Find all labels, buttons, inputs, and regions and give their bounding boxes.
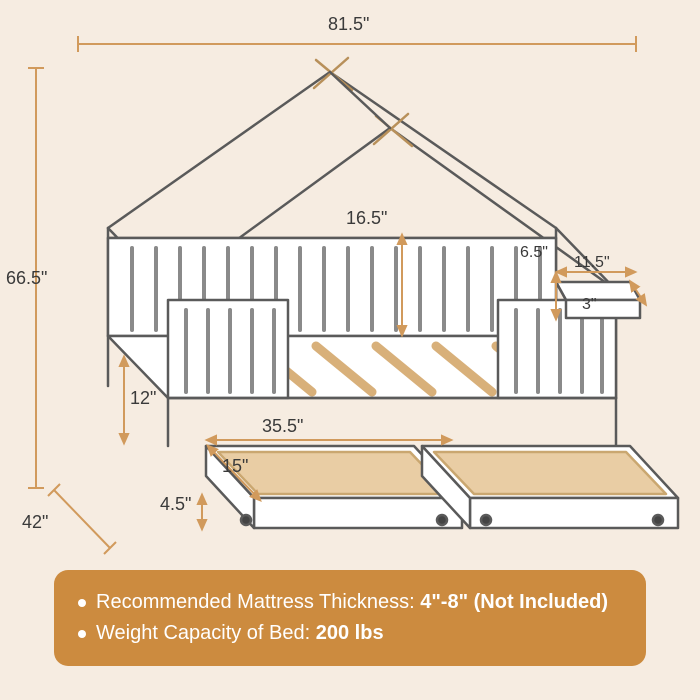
info1-label: Recommended Mattress Thickness: [96, 591, 420, 613]
dim-drawer-d: 15" [222, 456, 248, 477]
dim-slat-floor: 12" [130, 388, 156, 409]
info2-label: Weight Capacity of Bed: [96, 622, 316, 644]
info-line-1: Recommended Mattress Thickness: 4"-8" (N… [78, 587, 622, 618]
info-panel: Recommended Mattress Thickness: 4"-8" (N… [54, 570, 646, 666]
infographic-stage: 81.5" 66.5" 42" 16.5" 12" 35.5" 15" 4.5"… [0, 0, 700, 700]
dim-depth: 42" [22, 512, 48, 533]
dim-shelf-w: 11.5" [574, 254, 610, 272]
dim-drawer-h: 4.5" [160, 494, 191, 515]
bullet-icon [78, 630, 86, 638]
dim-rail-h: 16.5" [346, 208, 387, 229]
dim-shelf-d: 3" [582, 296, 597, 314]
side-shelf [556, 282, 640, 318]
dim-height: 66.5" [6, 268, 47, 289]
bed-illustration [108, 58, 678, 528]
info2-value: 200 lbs [316, 622, 384, 644]
dim-width: 81.5" [328, 14, 369, 35]
info1-value: 4"-8" (Not Included) [420, 591, 608, 613]
bullet-icon [78, 599, 86, 607]
info-line-2: Weight Capacity of Bed: 200 lbs [78, 618, 622, 649]
dim-drawer-w: 35.5" [262, 416, 303, 437]
dim-shelf-h: 6.5" [520, 244, 548, 262]
drawer-right [422, 446, 678, 528]
